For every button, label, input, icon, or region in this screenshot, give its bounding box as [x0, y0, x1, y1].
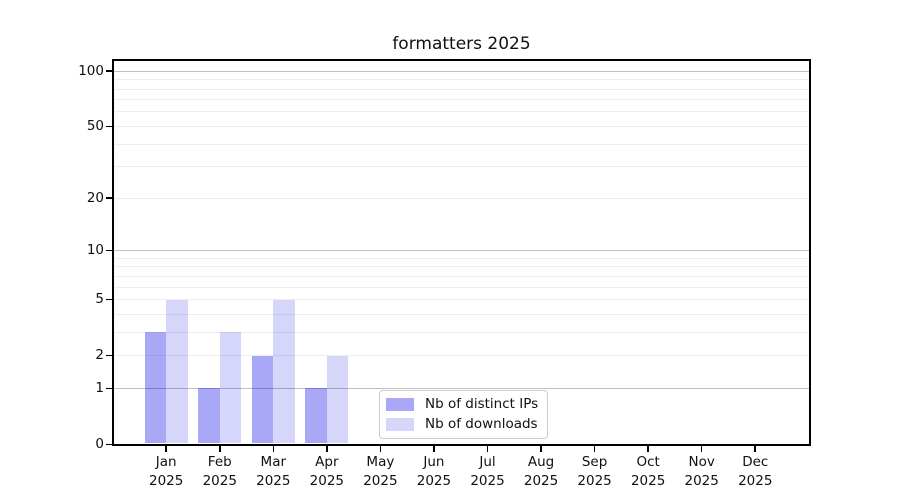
y-tick-mark: [105, 387, 112, 390]
x-axis-tick-year: 2025: [256, 472, 291, 489]
x-tick-mark: [486, 445, 489, 452]
x-tick-mark: [379, 445, 382, 452]
x-tick-mark: [433, 445, 435, 452]
x-axis-tick-year: 2025: [684, 472, 719, 489]
y-axis-tick-label: 100: [78, 62, 104, 79]
y-gridline-minor: [113, 299, 809, 301]
bar-distinct-ips-feb: [198, 388, 220, 444]
x-axis-tick-year: 2025: [630, 472, 666, 489]
right-spine: [808, 58, 811, 446]
x-axis-tick-year: 2025: [470, 472, 505, 489]
y-axis-tick-label: 0: [95, 436, 104, 452]
x-axis-tick-label: Apr 2025: [295, 453, 359, 491]
bar-distinct-ips-apr: [305, 388, 327, 444]
x-axis-tick-year: 2025: [416, 472, 452, 489]
x-axis-tick-label: May 2025: [348, 453, 412, 491]
y-tick-mark: [105, 125, 112, 128]
y-axis-tick-label: 50: [86, 117, 104, 134]
x-axis-tick-label: Jul 2025: [456, 453, 520, 491]
bar-distinct-ips-mar: [251, 355, 274, 444]
bottom-spine: [111, 443, 811, 446]
y-gridline-minor: [113, 166, 809, 168]
x-tick-mark: [754, 445, 757, 452]
x-axis-tick-year: 2025: [523, 472, 559, 489]
x-axis-tick-label: Jan 2025: [134, 453, 198, 491]
x-axis-tick-label: Sep 2025: [563, 453, 627, 491]
y-tick-mark: [105, 197, 112, 200]
y-tick-mark: [105, 70, 112, 72]
x-axis-tick-label: Nov 2025: [670, 453, 734, 491]
y-axis-tick-label: 5: [95, 291, 104, 308]
x-axis-tick-label: Aug 2025: [509, 453, 573, 491]
y-gridline-minor: [113, 197, 809, 199]
x-axis-tick-year: 2025: [202, 472, 237, 489]
y-gridline-minor: [113, 125, 809, 127]
y-gridline-minor: [113, 275, 809, 277]
legend-label-distinct-ips: Nb of distinct IPs: [425, 396, 539, 412]
bar-downloads-apr: [326, 355, 349, 444]
x-axis-tick-year: 2025: [577, 472, 612, 489]
left-spine: [111, 58, 114, 446]
legend-entry-downloads: Nb of downloads: [386, 417, 538, 432]
bar-downloads-mar: [273, 299, 295, 444]
y-gridline-major: [113, 249, 809, 251]
x-axis-tick-year: 2025: [149, 472, 184, 489]
x-tick-mark: [593, 445, 596, 452]
legend-label-downloads: Nb of downloads: [425, 416, 538, 432]
x-axis-tick-year: 2025: [738, 472, 773, 489]
y-gridline-minor: [113, 355, 809, 357]
x-tick-mark: [540, 445, 542, 452]
legend-swatch-distinct-ips: [386, 398, 414, 411]
x-axis-tick-label: Dec 2025: [723, 453, 787, 491]
x-axis-tick-label: Mar 2025: [241, 453, 305, 491]
y-gridline-major: [113, 387, 809, 389]
y-gridline-minor: [113, 88, 809, 90]
x-axis-tick-label: Jun 2025: [402, 453, 466, 491]
x-tick-mark: [700, 445, 703, 452]
x-tick-mark: [272, 445, 275, 452]
bar-downloads-feb: [219, 332, 242, 444]
y-axis-tick-label: 2: [95, 347, 104, 364]
y-gridline-minor: [113, 286, 809, 288]
y-axis-tick-label: 20: [86, 189, 104, 206]
y-gridline-minor: [113, 111, 809, 113]
x-axis-tick-year: 2025: [309, 472, 345, 489]
y-gridline-minor: [113, 313, 809, 315]
x-axis-tick-label: Feb 2025: [188, 453, 252, 491]
y-gridline-minor: [113, 143, 809, 145]
y-gridline-minor: [113, 266, 809, 268]
x-tick-mark: [218, 445, 221, 452]
y-gridline-minor: [113, 257, 809, 259]
y-gridline-minor: [113, 99, 809, 101]
chart-title: formatters 2025: [392, 34, 531, 54]
y-axis-tick-label: 10: [86, 242, 104, 259]
x-axis-tick-year: 2025: [363, 472, 398, 489]
y-gridline-major: [113, 70, 809, 72]
bar-distinct-ips-jan: [144, 332, 167, 444]
bar-downloads-jan: [166, 299, 188, 444]
legend: Nb of distinct IPs Nb of downloads: [379, 390, 549, 439]
plot-area: [114, 60, 809, 445]
y-tick-mark: [105, 443, 112, 446]
x-tick-mark: [165, 445, 167, 452]
y-tick-mark: [105, 298, 112, 301]
y-tick-mark: [105, 249, 112, 252]
x-tick-mark: [647, 445, 649, 452]
y-gridline-minor: [113, 331, 809, 333]
y-axis-tick-label: 1: [95, 379, 104, 396]
x-axis-tick-label: Oct 2025: [616, 453, 680, 491]
legend-swatch-downloads: [386, 418, 414, 431]
legend-entry-distinct-ips: Nb of distinct IPs: [386, 397, 538, 412]
y-tick-mark: [105, 354, 112, 357]
top-spine: [111, 58, 811, 61]
y-gridline-minor: [113, 79, 809, 81]
x-tick-mark: [326, 445, 328, 452]
